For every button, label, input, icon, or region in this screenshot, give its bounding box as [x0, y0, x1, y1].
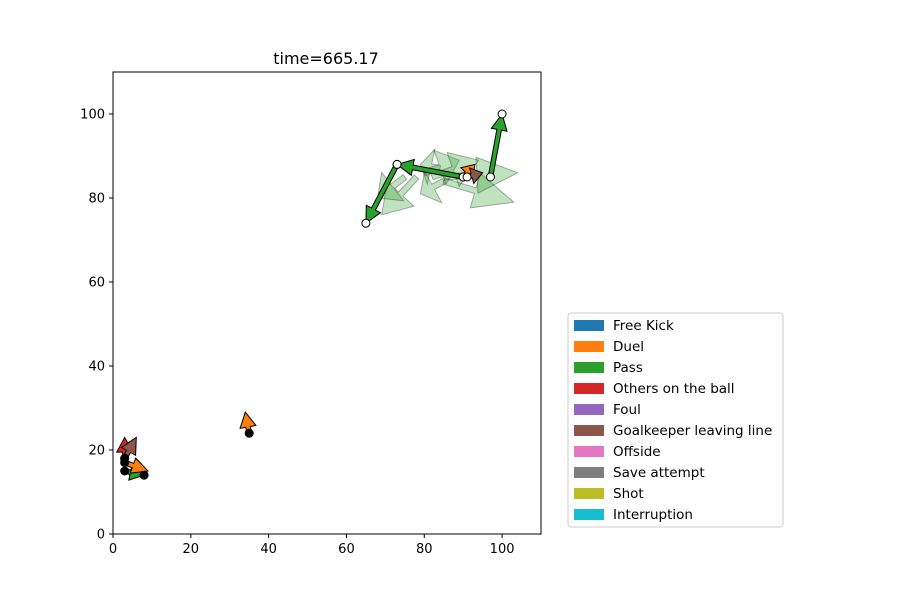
y-tick-label: 20 [88, 444, 105, 459]
y-tick-label: 80 [88, 192, 105, 207]
player-marker [244, 428, 254, 438]
legend-swatch-foul [574, 404, 604, 415]
legend-swatch-interruption [574, 509, 604, 520]
legend-swatch-shot [574, 488, 604, 499]
legend-swatch-offside [574, 446, 604, 457]
event-arrow-pass [419, 169, 446, 204]
player-marker [120, 458, 130, 468]
legend-label: Offside [613, 444, 661, 460]
x-tick-label: 60 [338, 542, 355, 557]
player-marker [462, 172, 472, 182]
player-marker [120, 466, 130, 476]
event-arrow-pass [365, 162, 400, 225]
legend-swatch-save-attempt [574, 467, 604, 478]
x-tick-label: 20 [183, 542, 200, 557]
legend-label: Pass [613, 360, 643, 376]
chart-title: time=665.17 [273, 49, 379, 68]
legend-swatch-pass [574, 362, 604, 373]
player-marker [361, 218, 371, 228]
legend-swatch-free-kick [574, 320, 604, 331]
legend-label: Goalkeeper leaving line [613, 423, 772, 439]
player-marker [485, 172, 495, 182]
x-tick-label: 80 [416, 542, 433, 557]
event-arrow-pass [442, 172, 515, 209]
event-arrow-pass [487, 112, 508, 178]
legend-frame [567, 312, 784, 528]
legend-label: Others on the ball [613, 381, 735, 397]
y-tick-label: 0 [97, 528, 105, 543]
event-marks [115, 109, 519, 481]
legend: Free Kick Duel Pass Others on the ball Foul G… [567, 312, 784, 528]
x-tick-label: 100 [490, 542, 515, 557]
legend-label: Shot [613, 486, 644, 502]
event-arrow-pass [395, 158, 465, 180]
y-tick-label: 40 [88, 360, 105, 375]
legend-label: Free Kick [613, 318, 674, 334]
legend-label: Duel [613, 339, 644, 355]
player-marker [497, 109, 507, 119]
y-tick-label: 60 [88, 276, 105, 291]
y-tick-label: 100 [80, 108, 105, 123]
axis-ticks: 0 20 40 60 80 100 0 20 40 60 80 100 [80, 108, 514, 558]
event-arrow-pass [380, 174, 420, 216]
player-marker [392, 159, 402, 169]
legend-label: Interruption [613, 507, 693, 523]
legend-label: Foul [613, 402, 641, 418]
legend-label: Save attempt [613, 465, 705, 481]
legend-swatch-duel [574, 341, 604, 352]
x-tick-label: 40 [260, 542, 277, 557]
x-tick-label: 0 [109, 542, 117, 557]
player-marker [139, 470, 149, 480]
legend-swatch-others-on-the-ball [574, 383, 604, 394]
legend-swatch-goalkeeper-leaving-line [574, 425, 604, 436]
plot-frame [112, 71, 542, 535]
